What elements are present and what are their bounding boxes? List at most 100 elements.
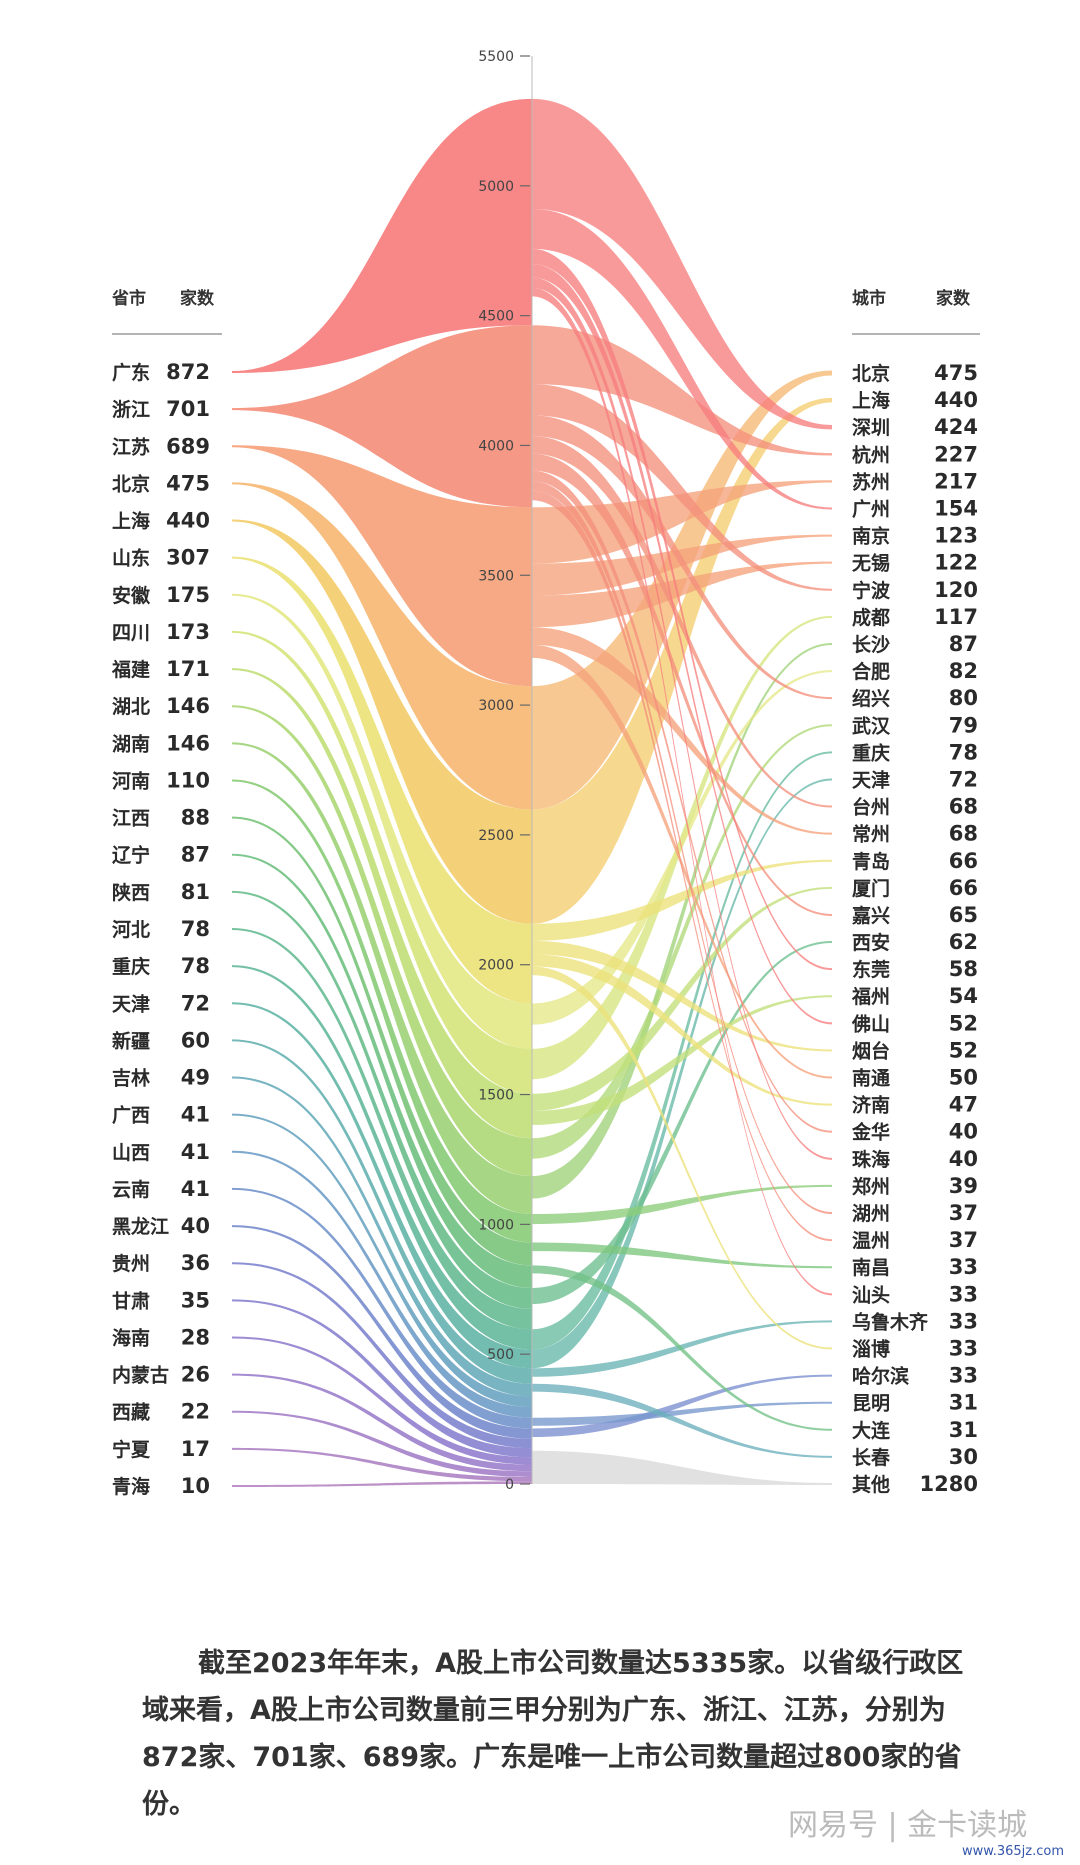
province-flow: [232, 1373, 532, 1472]
city-name: 大连: [852, 1419, 891, 1442]
province-name: 广西: [112, 1104, 150, 1127]
province-flow: [232, 890, 532, 1310]
city-name: 其他: [852, 1473, 890, 1496]
province-flow: [232, 445, 532, 687]
city-flow: [532, 1265, 832, 1431]
province-value: 35: [181, 1288, 210, 1312]
city-name: 南通: [852, 1068, 891, 1090]
province-value: 41: [181, 1140, 210, 1164]
city-flow: [532, 397, 832, 924]
province-value: 175: [166, 583, 210, 607]
province-name: 重庆: [112, 955, 150, 978]
city-value: 123: [934, 524, 978, 548]
city-value: 68: [949, 795, 978, 819]
province-value: 49: [181, 1066, 210, 1090]
city-flow: [532, 453, 832, 916]
province-value: 171: [166, 657, 210, 681]
province-flow: [232, 482, 532, 810]
city-flow: [532, 642, 832, 1199]
city-flow: [532, 940, 832, 1052]
province-value: 440: [166, 509, 210, 533]
province-flow: [232, 1336, 532, 1465]
city-flow: [532, 1184, 832, 1225]
province-name: 江苏: [112, 435, 150, 458]
city-value: 66: [949, 876, 978, 900]
city-value: 39: [949, 1174, 978, 1198]
city-flow: [532, 966, 832, 1350]
city-flow: [532, 208, 832, 510]
city-name: 台州: [852, 796, 890, 819]
city-flow: [532, 248, 832, 971]
city-name: 长沙: [852, 634, 890, 656]
city-value: 80: [949, 686, 978, 710]
province-value: 475: [166, 471, 210, 495]
city-value: 40: [949, 1147, 978, 1171]
province-value: 689: [166, 434, 210, 458]
province-flow: [232, 1262, 532, 1449]
province-name: 吉林: [112, 1067, 150, 1090]
caption-paragraph: 截至2023年年末，A股上市公司数量达5335家。以省级行政区域来看，A股上市公…: [142, 1648, 964, 1820]
city-value: 33: [949, 1337, 978, 1361]
city-value: 47: [949, 1093, 978, 1117]
city-name: 哈尔滨: [852, 1365, 909, 1388]
province-name: 陕西: [112, 881, 150, 904]
city-name: 佛山: [851, 1012, 890, 1035]
province-flow: [232, 593, 532, 1049]
city-flow: [532, 941, 832, 1305]
city-value: 120: [934, 578, 978, 602]
city-name: 汕头: [852, 1284, 890, 1306]
city-value: 62: [949, 930, 978, 954]
city-flow: [532, 415, 832, 700]
city-flow: [532, 627, 832, 835]
province-value: 10: [181, 1474, 210, 1498]
province-name: 湖南: [112, 733, 150, 755]
city-labels: 北京 475 上海 440 深圳 424 杭州 227 苏州 217 广州 154 南京 123 无锡 122…: [851, 361, 978, 1496]
province-value: 17: [181, 1437, 210, 1461]
province-value: 872: [166, 360, 210, 384]
axis-tick-label: 5000: [478, 179, 514, 195]
city-value: 72: [949, 767, 978, 791]
right-header-count: 家数: [936, 288, 971, 309]
watermark: 网易号 | 金卡读城: [788, 1808, 1028, 1843]
city-value: 58: [949, 957, 978, 981]
province-flow: [232, 98, 532, 373]
city-value: 87: [949, 632, 978, 656]
province-value: 40: [181, 1214, 210, 1238]
city-value: 50: [949, 1066, 978, 1090]
city-name: 苏州: [852, 470, 890, 493]
city-value: 82: [949, 659, 978, 683]
city-flow: [532, 481, 832, 1215]
province-name: 西藏: [112, 1401, 150, 1424]
axis-tick-label: 4000: [478, 438, 514, 454]
province-flow: [232, 965, 532, 1350]
province-flow: [232, 1113, 532, 1408]
province-value: 41: [181, 1177, 210, 1201]
city-flow: [532, 859, 832, 941]
axis-tick-label: 1000: [478, 1217, 514, 1233]
city-name: 乌鲁木齐: [852, 1310, 929, 1333]
province-name: 云南: [112, 1179, 150, 1201]
left-header-name: 省市: [111, 288, 146, 309]
province-name: 安徽: [112, 584, 151, 607]
province-value: 28: [181, 1325, 210, 1349]
city-value: 40: [949, 1120, 978, 1144]
province-name: 山东: [112, 547, 150, 570]
province-flow: [232, 1410, 532, 1477]
city-flow: [532, 995, 832, 1125]
city-name: 湖州: [852, 1203, 890, 1225]
province-flow: [232, 630, 532, 1094]
province-value: 701: [166, 397, 210, 421]
city-name: 西安: [852, 931, 890, 954]
city-name: 珠海: [852, 1148, 890, 1171]
axis-tick-label: 0: [505, 1477, 514, 1493]
province-name: 四川: [112, 622, 150, 644]
province-flow: [232, 1002, 532, 1369]
city-name: 常州: [852, 823, 890, 846]
province-flow: [232, 1481, 532, 1487]
city-name: 武汉: [852, 715, 891, 737]
province-flow: [232, 1299, 532, 1458]
province-flow: [232, 705, 532, 1177]
province-flows: [232, 98, 532, 1487]
city-name: 成都: [852, 606, 890, 629]
